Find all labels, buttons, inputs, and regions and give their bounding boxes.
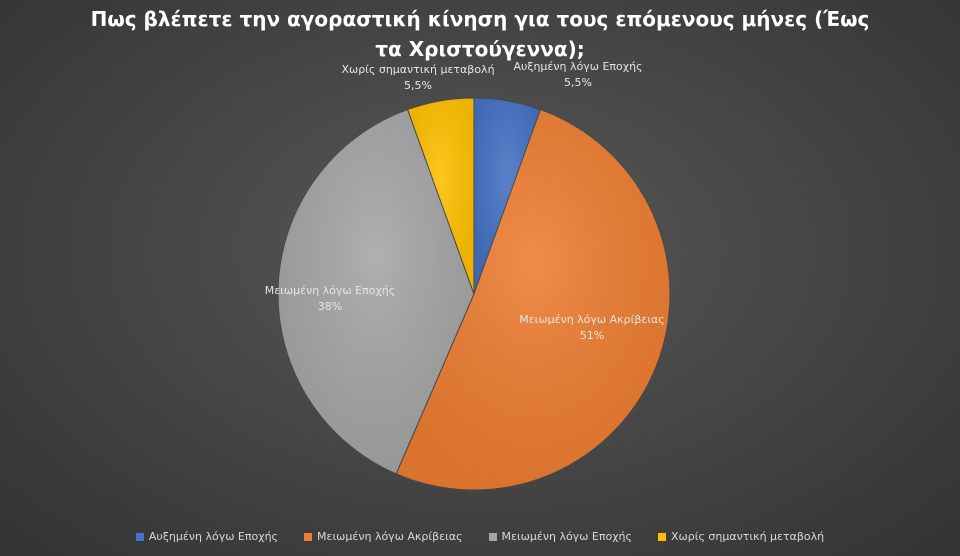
pie-slice-shade xyxy=(407,98,474,294)
legend-swatch xyxy=(304,533,313,541)
data-label-name: Μειωμένη λόγω Εποχής xyxy=(265,284,395,297)
data-label-value: 38% xyxy=(318,300,342,313)
legend-swatch xyxy=(135,533,144,541)
legend-swatch xyxy=(658,533,666,541)
pie-slice-shade xyxy=(278,109,474,474)
data-label-name: Αυξημένη λόγω Εποχής xyxy=(513,60,642,73)
data-label-name: Χωρίς σημαντική μεταβολή xyxy=(341,63,494,76)
data-label-value: 51% xyxy=(580,329,604,342)
data-label-name: Μειωμένη λόγω Ακρίβειας xyxy=(519,313,665,326)
legend-item: Μειωμένη λόγω Ακρίβειας xyxy=(304,530,463,544)
chart-title: Πως βλέπετε την αγοραστική κίνηση για το… xyxy=(90,7,870,61)
pie-slice-shade xyxy=(396,109,670,490)
legend-item: Αυξημένη λόγω Εποχής xyxy=(135,530,279,544)
data-label-value: 5,5% xyxy=(404,79,432,92)
legend-label: Μειωμένη λόγω Ακρίβειας xyxy=(317,530,463,543)
legend-label: Χωρίς σημαντική μεταβολή xyxy=(671,530,825,543)
legend-item: Μειωμένη λόγω Εποχής xyxy=(488,530,632,544)
legend: Αυξημένη λόγω Εποχής Μειωμένη λόγω Ακρίβ… xyxy=(0,530,960,544)
legend-swatch xyxy=(488,533,497,541)
legend-item: Χωρίς σημαντική μεταβολή xyxy=(658,530,824,544)
legend-label: Μειωμένη λόγω Εποχής xyxy=(501,530,632,543)
data-label-value: 5,5% xyxy=(564,76,592,89)
pie-slice-shade xyxy=(474,98,541,294)
legend-label: Αυξημένη λόγω Εποχής xyxy=(148,530,279,543)
